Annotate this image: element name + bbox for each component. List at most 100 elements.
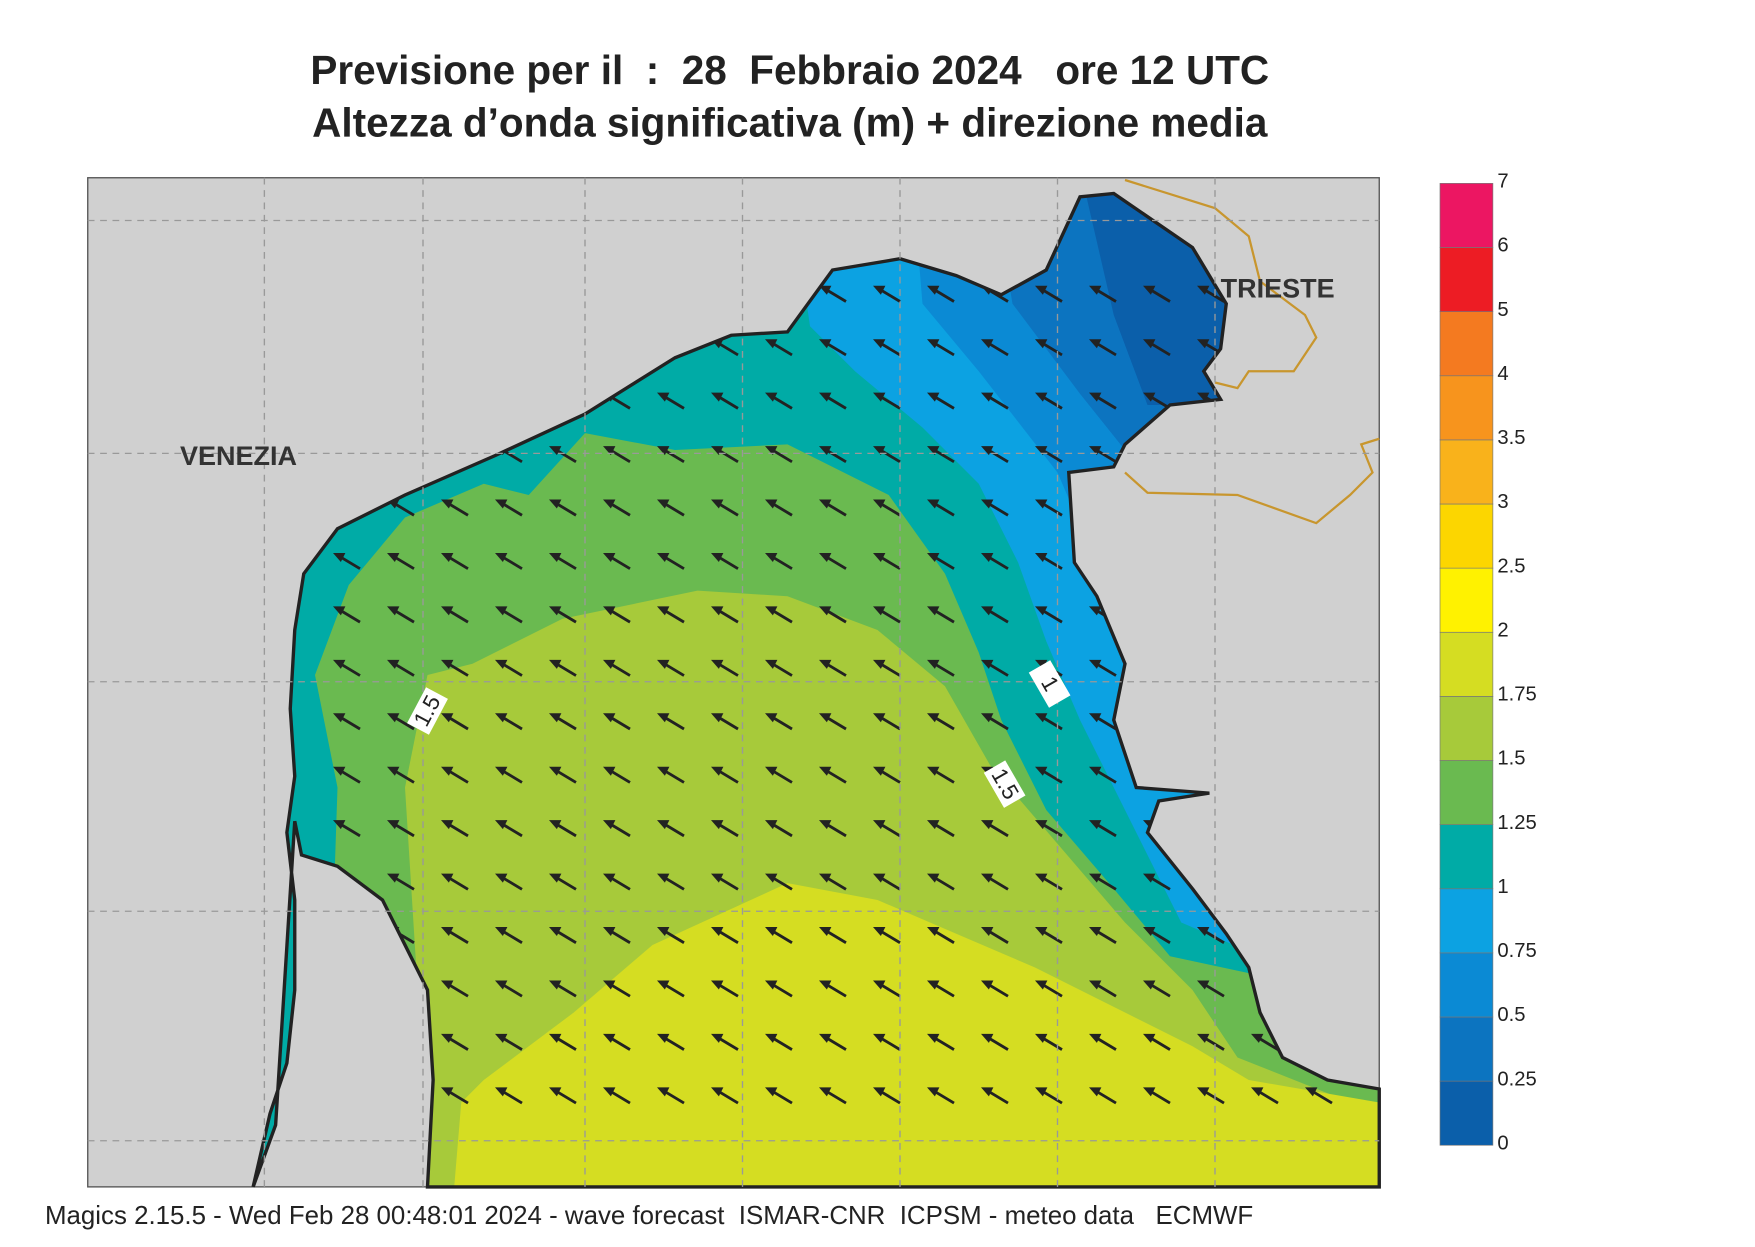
arrow-head bbox=[1035, 1087, 1048, 1097]
arrow-head bbox=[441, 659, 454, 669]
arrow-head bbox=[765, 1087, 778, 1097]
arrow-head bbox=[603, 446, 616, 456]
arrow-head bbox=[819, 713, 832, 723]
arrow-head bbox=[1089, 659, 1102, 669]
arrow-head bbox=[981, 446, 994, 456]
arrow-head bbox=[765, 1033, 778, 1043]
arrow-head bbox=[819, 927, 832, 936]
arrow-head bbox=[441, 927, 454, 936]
color-box bbox=[1439, 631, 1494, 697]
arrow-head bbox=[927, 713, 940, 723]
arrow-head bbox=[495, 1033, 508, 1043]
arrow-head bbox=[927, 1087, 940, 1097]
arrow-head bbox=[819, 980, 832, 990]
arrow-head bbox=[981, 339, 994, 349]
arrow-head bbox=[1089, 873, 1102, 883]
arrow-head bbox=[603, 766, 616, 776]
arrow-head bbox=[873, 1033, 886, 1043]
arrow-head bbox=[1089, 980, 1102, 990]
arrow-head bbox=[387, 820, 400, 830]
colorbar-label: 4 bbox=[1497, 363, 1508, 385]
arrow-head bbox=[873, 820, 886, 830]
color-box bbox=[1439, 375, 1494, 441]
arrow-head bbox=[1035, 1033, 1048, 1043]
arrow-head bbox=[1035, 766, 1048, 776]
arrow-head bbox=[657, 392, 670, 402]
arrow-head bbox=[765, 606, 778, 616]
arrow-head bbox=[927, 820, 940, 830]
arrow-head bbox=[603, 873, 616, 883]
arrow-head bbox=[495, 552, 508, 562]
arrow-head bbox=[657, 927, 670, 936]
arrow-head bbox=[1143, 1033, 1156, 1043]
arrow-head bbox=[873, 713, 886, 723]
arrow-head bbox=[549, 499, 562, 509]
arrow-head bbox=[981, 927, 994, 936]
arrow-head bbox=[387, 659, 400, 669]
band-yellow-green bbox=[450, 883, 1380, 1187]
subtitle: Altezza d’onda significativa (m) + direz… bbox=[312, 100, 1268, 146]
arrow-head bbox=[1089, 1033, 1102, 1043]
colorbar-label: 1.75 bbox=[1497, 684, 1536, 706]
arrow-head bbox=[333, 659, 346, 669]
arrow-head bbox=[819, 499, 832, 509]
arrow-head bbox=[711, 873, 724, 883]
arrow-head bbox=[711, 1033, 724, 1043]
arrow-head bbox=[1251, 1033, 1264, 1043]
arrow-head bbox=[927, 446, 940, 456]
arrow-head bbox=[1143, 927, 1156, 936]
color-box bbox=[1439, 888, 1494, 954]
arrow-head bbox=[657, 766, 670, 776]
colorbar-label: 0.25 bbox=[1497, 1068, 1536, 1090]
arrow-head bbox=[1089, 285, 1102, 295]
colorbar-label: 1.25 bbox=[1497, 812, 1536, 834]
arrow-head bbox=[387, 766, 400, 776]
arrow-head bbox=[819, 1033, 832, 1043]
arrow-head bbox=[1035, 820, 1048, 830]
arrow-head bbox=[711, 1087, 724, 1097]
arrow-head bbox=[711, 392, 724, 402]
arrow-head bbox=[441, 1033, 454, 1043]
color-box bbox=[1439, 696, 1494, 761]
arrow-head bbox=[1035, 392, 1048, 402]
color-box bbox=[1439, 1080, 1494, 1146]
label-box bbox=[983, 760, 1026, 808]
arrow-head bbox=[603, 980, 616, 990]
arrow-head bbox=[1035, 285, 1048, 295]
arrow-head bbox=[711, 927, 724, 936]
arrow-head bbox=[1035, 980, 1048, 990]
arrow-head bbox=[549, 446, 562, 456]
arrow-head bbox=[603, 713, 616, 723]
arrow-head bbox=[1089, 339, 1102, 349]
arrow-head bbox=[819, 392, 832, 402]
arrow-head bbox=[711, 980, 724, 990]
arrow-head bbox=[927, 392, 940, 402]
arrow-head bbox=[1197, 1033, 1210, 1043]
arrow-head bbox=[711, 713, 724, 723]
arrow-head bbox=[1197, 1087, 1210, 1097]
arrow-head bbox=[657, 446, 670, 456]
arrow-head bbox=[873, 1087, 886, 1097]
arrow-head bbox=[603, 1033, 616, 1043]
arrow-head bbox=[873, 446, 886, 456]
color-box bbox=[1439, 247, 1494, 312]
arrow-head bbox=[765, 820, 778, 830]
arrow-head bbox=[441, 980, 454, 990]
arrow-head bbox=[981, 980, 994, 990]
arrow-head bbox=[333, 820, 346, 830]
arrow-head bbox=[1089, 392, 1102, 402]
arrow-head bbox=[927, 980, 940, 990]
arrow-head bbox=[1305, 1087, 1318, 1097]
arrow-head bbox=[603, 1087, 616, 1097]
colorbar-label: 1.5 bbox=[1497, 748, 1525, 770]
colorbar-label: 7 bbox=[1497, 171, 1508, 193]
arrow-head bbox=[441, 766, 454, 776]
arrow-head bbox=[765, 766, 778, 776]
arrow-head bbox=[927, 1033, 940, 1043]
label-box bbox=[1028, 660, 1071, 708]
arrow-head bbox=[495, 606, 508, 616]
arrow-head bbox=[1143, 1087, 1156, 1097]
arrow-head bbox=[765, 499, 778, 509]
arrow-head bbox=[981, 1033, 994, 1043]
arrow-head bbox=[927, 659, 940, 669]
